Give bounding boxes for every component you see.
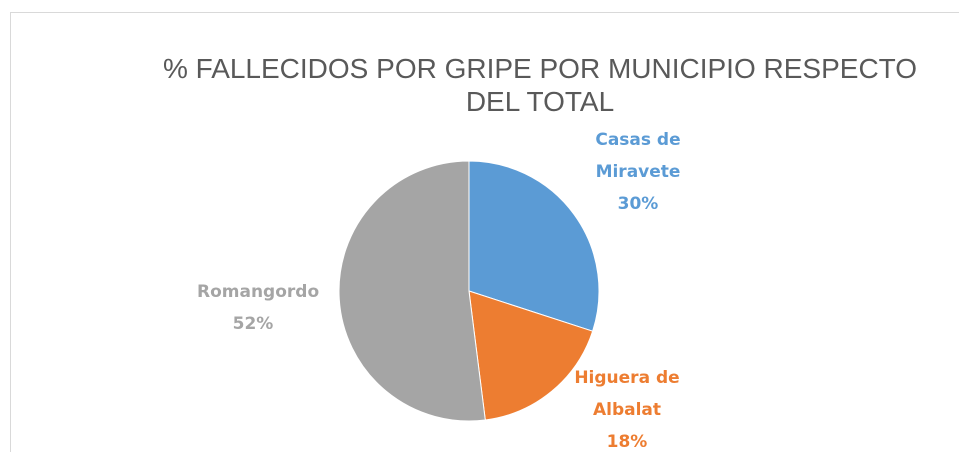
category-label: Higuera de Albalat xyxy=(574,368,680,420)
pie-slice xyxy=(468,160,600,332)
data-label: Casas de Miravete 30% xyxy=(563,124,713,220)
category-label: Casas de Miravete xyxy=(595,130,681,182)
pie-slice xyxy=(338,160,486,422)
chart-frame xyxy=(10,12,959,452)
pie-slice xyxy=(468,290,594,421)
data-label: Higuera de Albalat 18% xyxy=(552,362,702,458)
chart-title: % FALLECIDOS POR GRIPE POR MUNICIPIO RES… xyxy=(162,53,918,117)
percent-label: 52% xyxy=(232,314,274,334)
percent-label: 30% xyxy=(617,194,659,214)
category-label: Romangordo xyxy=(197,282,320,302)
data-label: Romangordo 52% xyxy=(178,276,328,340)
percent-label: 18% xyxy=(606,432,648,452)
